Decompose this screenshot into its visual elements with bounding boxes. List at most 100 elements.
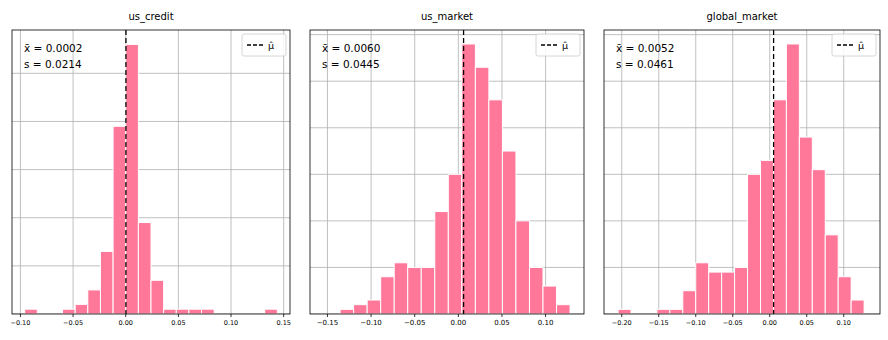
histogram-bar bbox=[760, 160, 773, 314]
x-tick-label: 0.15 bbox=[276, 319, 290, 327]
x-tick-label: −0.10 bbox=[360, 319, 381, 327]
x-tick bbox=[178, 314, 179, 317]
x-tick bbox=[806, 314, 807, 317]
legend-swatch bbox=[541, 44, 557, 45]
x-tick bbox=[371, 314, 372, 317]
x-grid-line bbox=[732, 30, 733, 314]
stat-annotation: x̄ = 0.0052 bbox=[616, 42, 674, 54]
x-tick-label: −0.05 bbox=[404, 319, 425, 327]
plot-background bbox=[310, 30, 584, 314]
x-tick-label: −0.20 bbox=[612, 319, 632, 327]
plot-frame bbox=[604, 30, 880, 314]
histogram-bar bbox=[838, 277, 851, 314]
histogram-bar bbox=[529, 267, 543, 314]
histogram-bar bbox=[812, 170, 825, 314]
x-tick-label: 0.00 bbox=[118, 319, 132, 327]
legend-label: μ̂ bbox=[562, 40, 568, 51]
stat-annotation: s = 0.0445 bbox=[322, 58, 380, 70]
mean-line bbox=[773, 30, 774, 314]
marks bbox=[25, 30, 278, 314]
x-tick-label: 0.05 bbox=[171, 319, 185, 327]
x-tick bbox=[20, 314, 21, 317]
plot-background bbox=[12, 30, 290, 314]
histogram-bar bbox=[799, 137, 812, 314]
histogram-bar bbox=[340, 309, 354, 314]
panel-title: us_market bbox=[421, 11, 473, 23]
histogram-bar bbox=[448, 174, 462, 314]
histogram-bar bbox=[735, 267, 748, 314]
histogram-bar bbox=[657, 309, 670, 314]
x-tick-label: −0.15 bbox=[649, 319, 669, 327]
histogram-bar bbox=[722, 272, 735, 314]
x-grid-line bbox=[658, 30, 659, 314]
x-grid-line bbox=[178, 30, 179, 314]
histogram-bar bbox=[543, 286, 557, 314]
marks bbox=[340, 30, 570, 314]
histogram-bar bbox=[63, 309, 76, 314]
grid bbox=[310, 30, 584, 314]
x-tick bbox=[658, 314, 659, 317]
x-tick-label: 0.00 bbox=[763, 319, 777, 327]
x-tick-label: 0.05 bbox=[494, 319, 510, 327]
y-grid-line bbox=[604, 220, 880, 221]
x-grid-line bbox=[545, 30, 546, 314]
histogram-bar bbox=[825, 235, 838, 314]
grid bbox=[604, 30, 880, 314]
histogram-bar bbox=[696, 263, 709, 314]
legend-box bbox=[832, 34, 876, 56]
x-tick bbox=[414, 314, 415, 317]
x-tick bbox=[843, 314, 844, 317]
x-tick bbox=[283, 314, 284, 317]
histogram-bar bbox=[435, 212, 449, 314]
histogram-bar bbox=[489, 100, 503, 314]
x-tick bbox=[769, 314, 770, 317]
stat-annotation: x̄ = 0.0002 bbox=[24, 42, 82, 54]
panel: −0.20−0.15−0.10−0.050.000.050.10global_m… bbox=[604, 11, 880, 327]
y-grid-line bbox=[310, 174, 584, 175]
x-tick-label: −0.05 bbox=[723, 319, 743, 327]
histogram-bar bbox=[202, 309, 215, 314]
x-tick-label: 0.00 bbox=[451, 319, 467, 327]
histogram-bar bbox=[189, 309, 202, 314]
figure: −0.10 −0.05 0.00 0.05 0.10 0.15 us_credit x̄ = … bbox=[0, 0, 888, 340]
histogram-bar bbox=[786, 44, 799, 314]
legend: μ̂ bbox=[536, 34, 580, 56]
legend: μ̂ bbox=[242, 34, 286, 56]
y-grid-line bbox=[12, 73, 290, 74]
x-tick bbox=[458, 314, 459, 317]
y-grid-line bbox=[604, 127, 880, 128]
histogram-bar bbox=[88, 290, 101, 314]
stat-annotation: s = 0.0214 bbox=[24, 58, 82, 70]
plot-frame bbox=[12, 30, 290, 314]
histogram-bar bbox=[151, 280, 164, 314]
x-tick-label: 0.10 bbox=[224, 319, 238, 327]
histogram-bar bbox=[421, 267, 435, 314]
y-grid-line bbox=[12, 217, 290, 218]
x-tick-label: 0.05 bbox=[800, 319, 814, 327]
plot-frame bbox=[310, 30, 584, 314]
histogram-bar bbox=[126, 44, 139, 314]
histogram-bar bbox=[367, 300, 381, 314]
x-tick-label: −0.15 bbox=[317, 319, 338, 327]
x-tick bbox=[73, 314, 74, 317]
x-tick bbox=[125, 314, 126, 317]
legend-swatch bbox=[247, 44, 263, 45]
histogram-bar bbox=[394, 263, 408, 314]
histogram-bar bbox=[354, 305, 368, 314]
x-tick bbox=[545, 314, 546, 317]
histogram-bar bbox=[408, 267, 422, 314]
legend-label: μ̂ bbox=[858, 40, 864, 51]
panel: −0.10−0.050.000.050.100.15us_creditx̄ = … bbox=[10, 11, 290, 327]
x-grid-line bbox=[843, 30, 844, 314]
histogram-bar bbox=[265, 309, 278, 314]
histogram-bar bbox=[75, 304, 88, 314]
panel-title: us_credit bbox=[128, 11, 173, 23]
x-grid-line bbox=[283, 30, 284, 314]
mean-line bbox=[463, 30, 464, 314]
histogram-bar bbox=[557, 305, 571, 314]
histogram-bar bbox=[100, 251, 113, 314]
y-grid-line bbox=[12, 169, 290, 170]
x-tick bbox=[501, 314, 502, 317]
x-grid-line bbox=[621, 30, 622, 314]
plot-background bbox=[604, 30, 880, 314]
